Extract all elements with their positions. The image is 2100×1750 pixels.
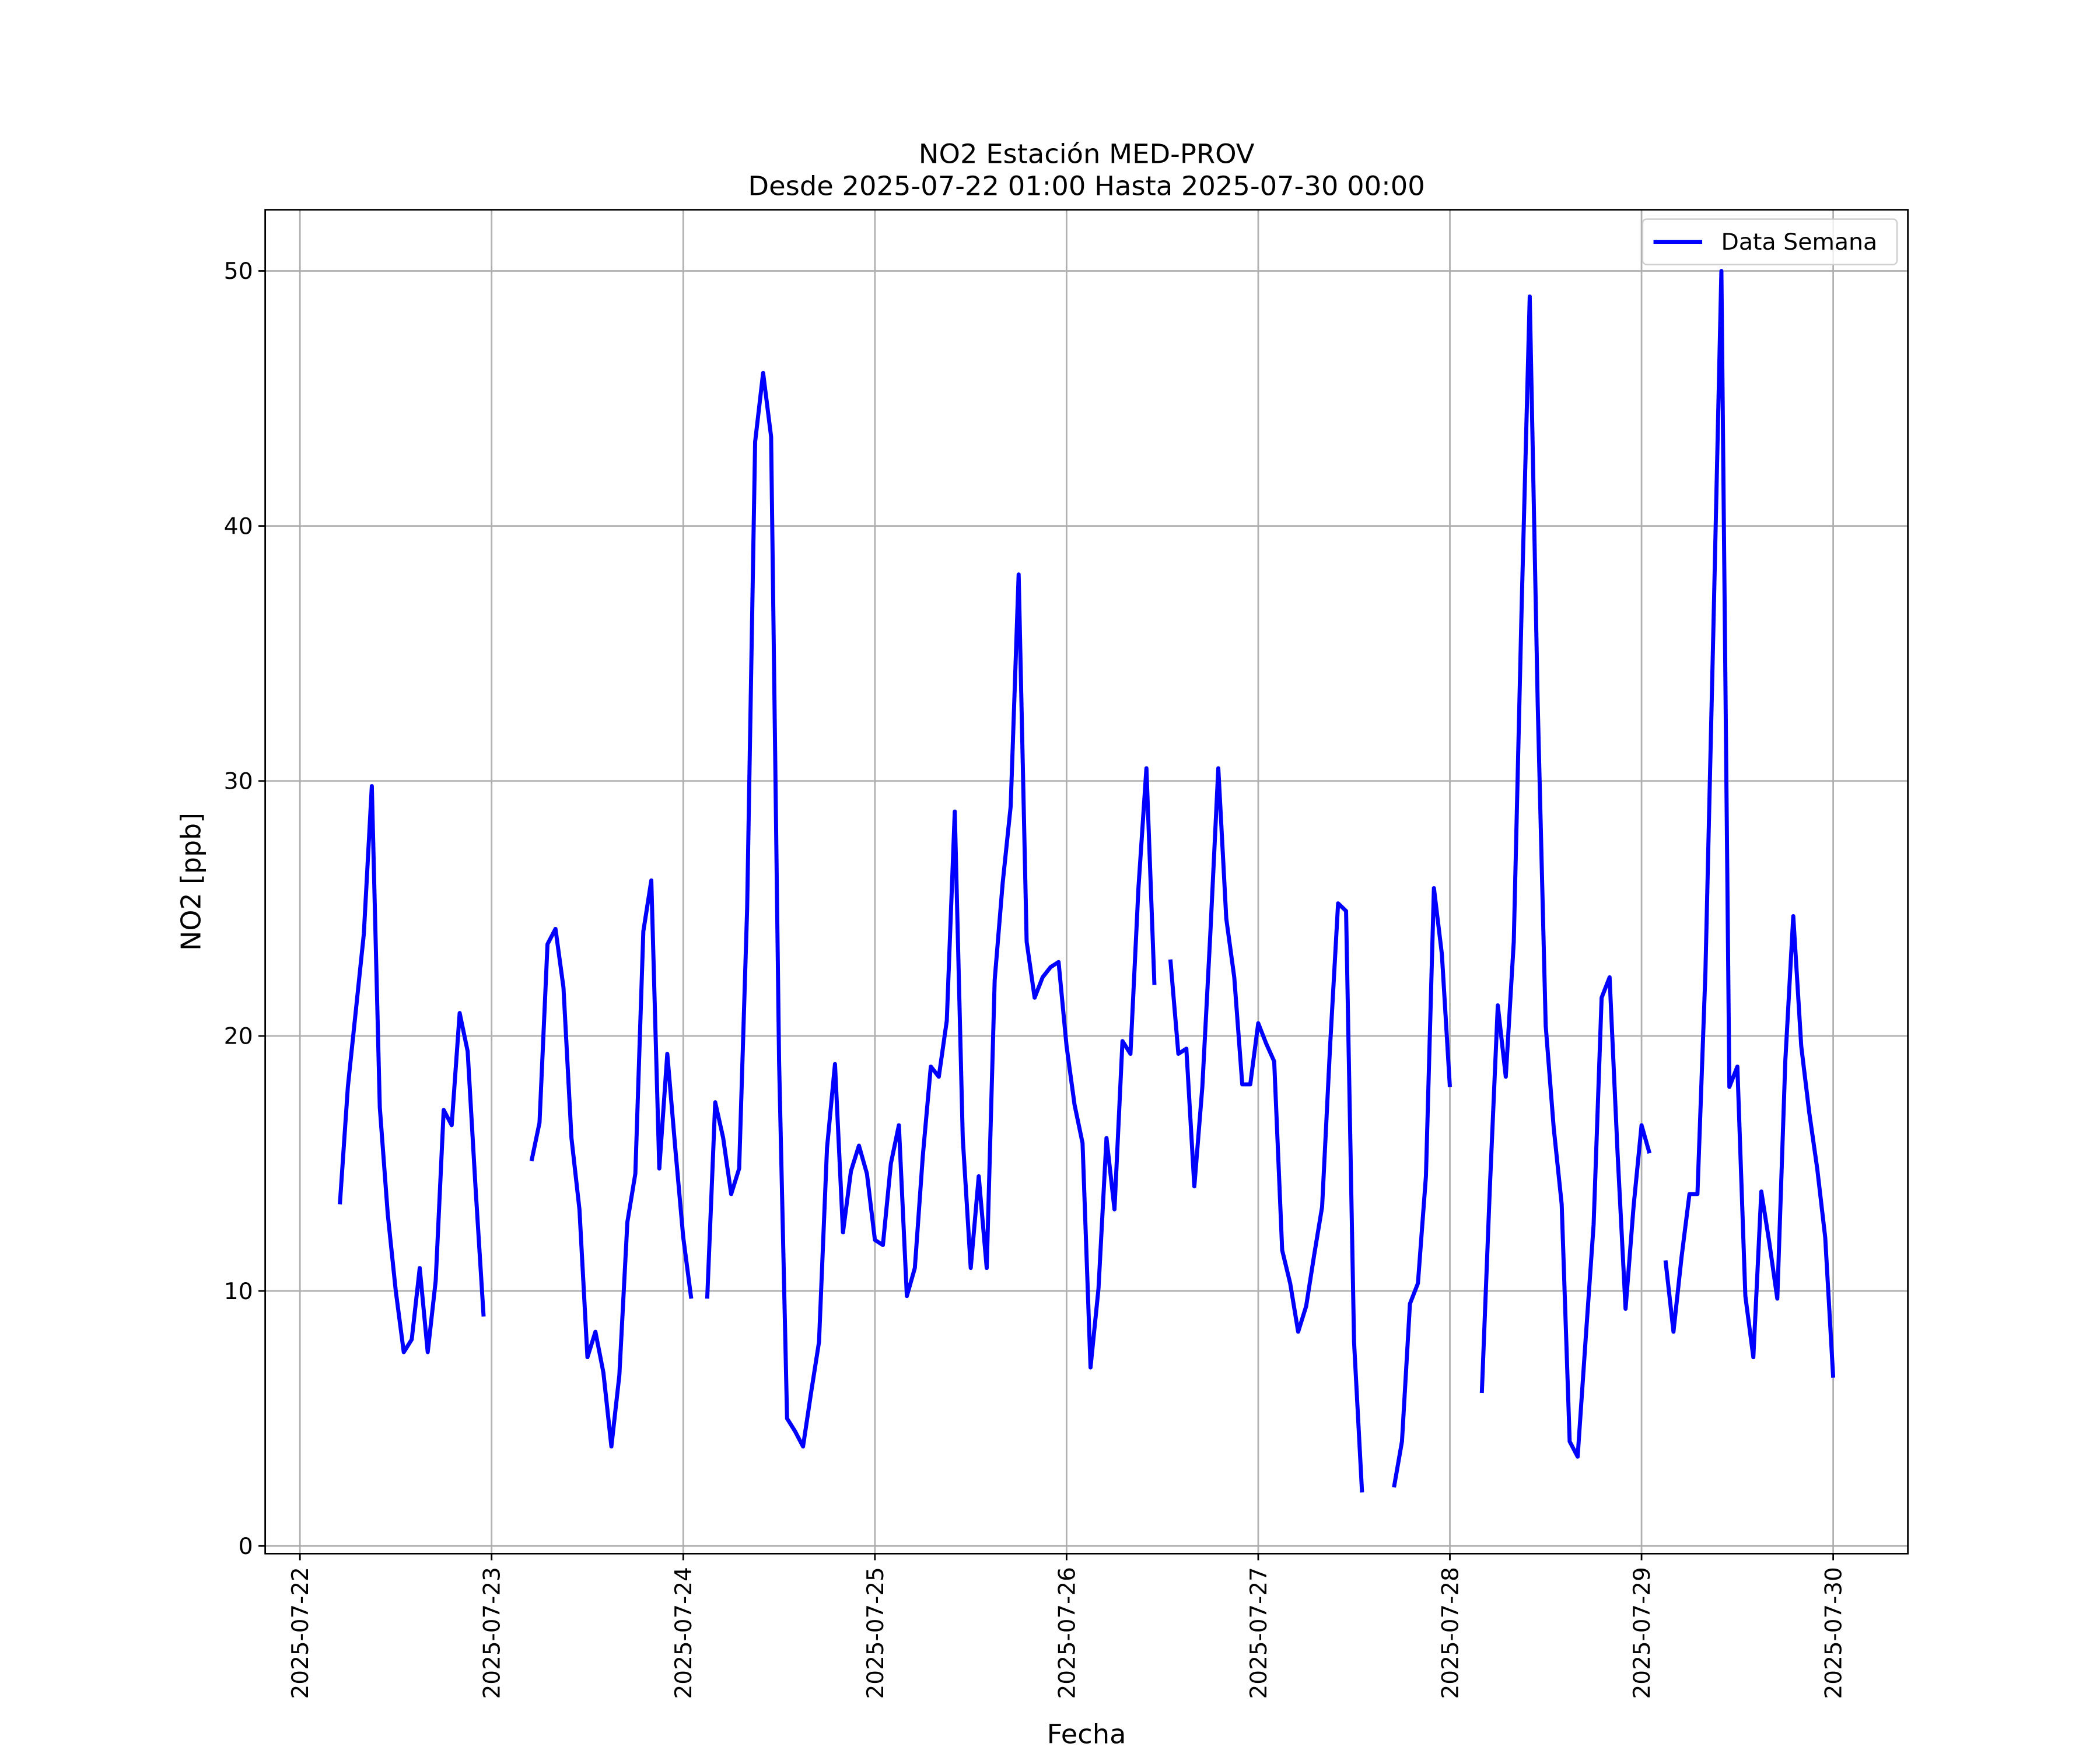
legend-label: Data Semana — [1721, 229, 1878, 256]
x-tick-label: 2025-07-30 — [1821, 1567, 1847, 1699]
y-tick-label: 30 — [224, 769, 253, 795]
x-tick-label: 2025-07-26 — [1054, 1567, 1080, 1699]
legend-box — [1642, 218, 1898, 265]
data-line — [338, 269, 1836, 1493]
x-tick-label: 2025-07-29 — [1629, 1567, 1656, 1699]
x-tick-label: 2025-07-25 — [863, 1567, 889, 1699]
x-tick-label: 2025-07-27 — [1246, 1567, 1272, 1699]
x-axis-label: Fecha — [1047, 1718, 1126, 1750]
y-tick-label: 40 — [224, 514, 253, 540]
plot-frame — [264, 209, 1909, 1555]
x-tick-label: 2025-07-28 — [1437, 1567, 1464, 1699]
y-tick-label: 50 — [224, 258, 253, 285]
x-tick-label: 2025-07-24 — [671, 1567, 697, 1699]
y-tick-label: 10 — [224, 1279, 253, 1305]
chart-title: NO2 Estación MED-PROV — [919, 138, 1255, 170]
y-axis-label: NO2 [ppb] — [175, 813, 206, 951]
x-tick-label: 2025-07-23 — [479, 1567, 505, 1699]
y-tick-label: 20 — [224, 1024, 253, 1050]
chart-subtitle: Desde 2025-07-22 01:00 Hasta 2025-07-30 … — [748, 170, 1424, 202]
x-tick-label: 2025-07-22 — [288, 1567, 314, 1699]
y-tick-label: 0 — [239, 1534, 253, 1560]
